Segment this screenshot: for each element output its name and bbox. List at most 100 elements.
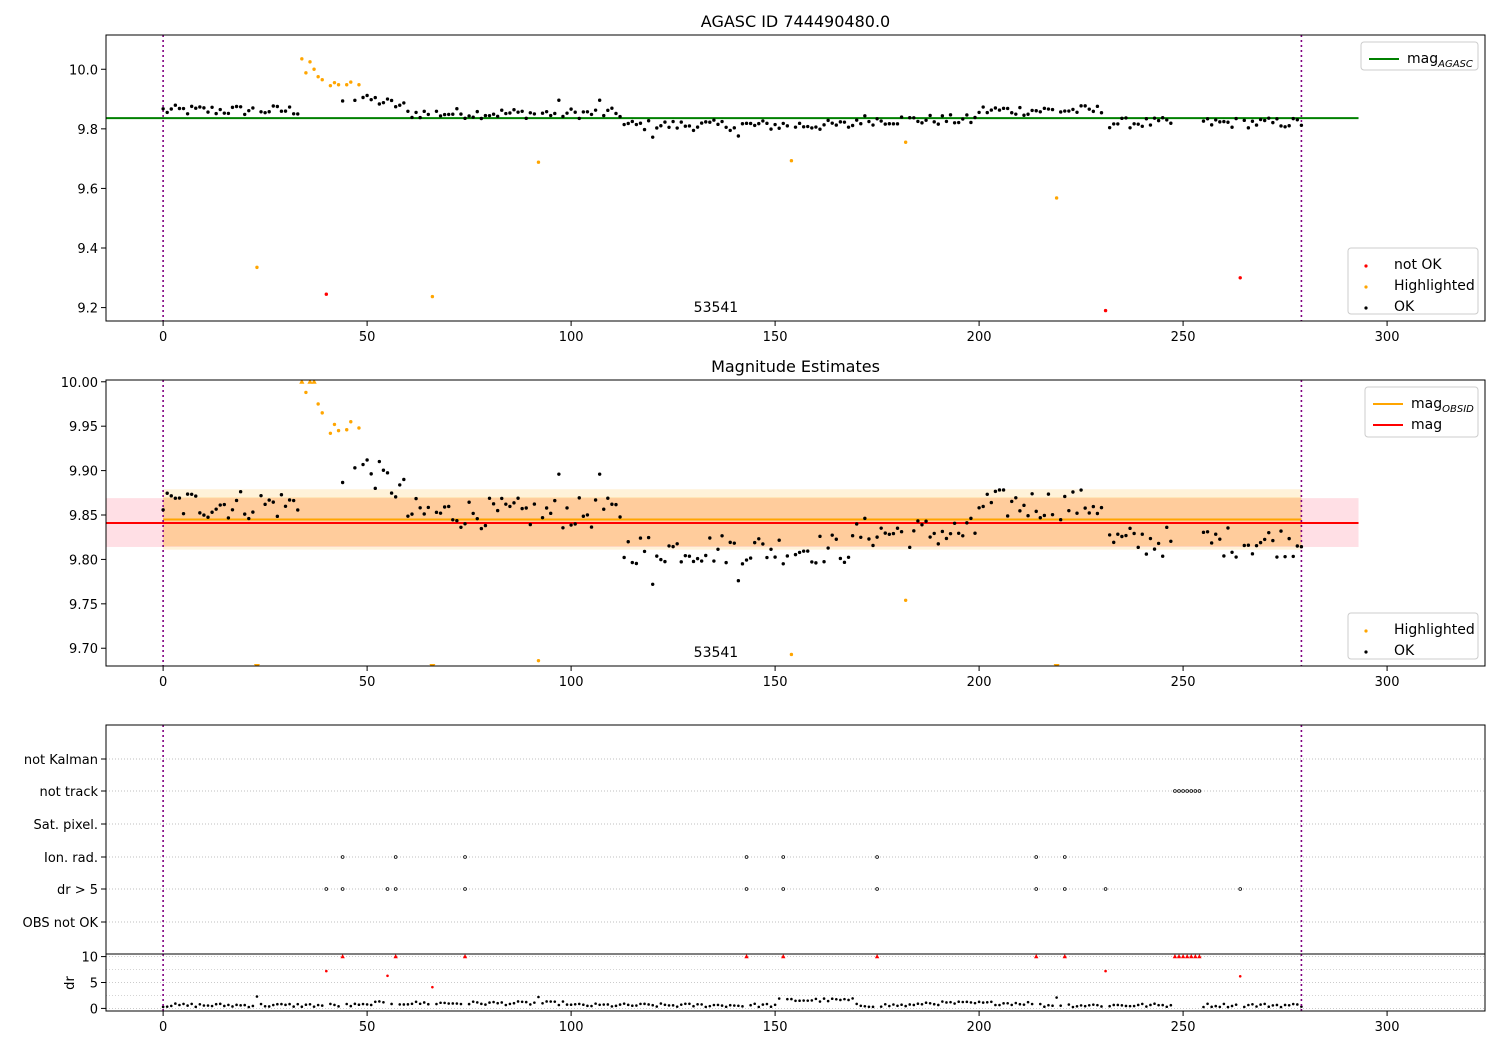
- dr-point: [1271, 1004, 1275, 1007]
- point-ok: [524, 116, 528, 121]
- point-ok: [512, 501, 516, 505]
- point-ok: [630, 119, 635, 124]
- dr-point-capped: [1193, 954, 1198, 959]
- point-ok: [793, 125, 798, 129]
- dr-point: [467, 1002, 471, 1006]
- point-ok: [671, 119, 675, 124]
- flag-row-label: not track: [39, 785, 98, 800]
- point-ok: [940, 114, 945, 118]
- point: [789, 159, 794, 163]
- dr-point: [871, 1005, 875, 1009]
- point-ok: [810, 126, 814, 130]
- dr-point: [847, 998, 850, 1002]
- point-ok: [744, 121, 749, 126]
- dr-point: [243, 1003, 247, 1007]
- flag-row-label: Ion. rad.: [44, 851, 98, 866]
- dr-point: [1275, 1003, 1279, 1007]
- point-ok: [161, 107, 165, 111]
- point-ok: [418, 115, 422, 120]
- point-ok: [1205, 530, 1210, 534]
- point-ok: [732, 126, 737, 130]
- point-ok: [606, 108, 610, 113]
- dr-point-capped: [1184, 954, 1190, 959]
- point-ok: [985, 492, 989, 497]
- dr-point: [349, 1004, 353, 1008]
- dr-point: [659, 1002, 663, 1005]
- dr-point: [337, 1005, 340, 1008]
- point-ok: [769, 547, 773, 551]
- point-ok: [993, 106, 998, 110]
- point: [316, 402, 320, 406]
- point-ok: [532, 502, 537, 506]
- point-ok: [1095, 511, 1100, 516]
- point-ok: [165, 110, 169, 115]
- point-ok: [761, 542, 765, 546]
- point-ok: [626, 540, 630, 544]
- point-ok: [361, 95, 365, 100]
- point-ok: [1038, 110, 1042, 114]
- y-tick-label: 10.0: [69, 63, 98, 78]
- point-ok: [393, 495, 398, 499]
- dr-point: [357, 1003, 361, 1007]
- legend-bottom-right: not OK Highlighted OK: [1347, 247, 1479, 315]
- dr-point: [859, 1004, 863, 1008]
- point-ok: [214, 507, 218, 511]
- point-ok: [781, 562, 785, 566]
- legend-marker: [1364, 285, 1368, 289]
- point-ok: [989, 108, 994, 112]
- point-ok: [724, 125, 728, 129]
- point-ok: [993, 489, 998, 494]
- point-ok: [410, 115, 414, 120]
- dr-point: [1255, 1005, 1258, 1008]
- point-ok: [1218, 120, 1222, 124]
- point-ok: [663, 559, 667, 564]
- point-ok: [969, 516, 973, 521]
- point-ok: [597, 98, 602, 102]
- dr-point: [586, 1004, 589, 1008]
- point-ok: [863, 114, 867, 118]
- dr-point: [606, 1003, 610, 1006]
- point-ok: [1209, 123, 1214, 127]
- dr-point: [1153, 1002, 1156, 1006]
- dr-point: [883, 1002, 887, 1006]
- point-ok: [1095, 104, 1100, 109]
- dr-point: [1234, 1003, 1238, 1006]
- point-ok: [410, 512, 414, 516]
- dr-point-capped: [1197, 954, 1202, 959]
- point-ok: [695, 556, 700, 561]
- dr-point: [247, 1005, 251, 1009]
- dr-point: [647, 1003, 650, 1006]
- point-ok: [1234, 555, 1238, 559]
- point-ok: [944, 119, 949, 124]
- point-ok: [1079, 104, 1083, 108]
- point-ok: [801, 549, 806, 553]
- dr-point: [480, 1002, 483, 1006]
- flag-row-label: Sat. pixel.: [34, 818, 98, 833]
- point-ok: [1152, 547, 1157, 551]
- point-ok: [222, 502, 227, 507]
- legend-label: OK: [1394, 299, 1415, 315]
- y-tick-label: 10: [81, 951, 98, 966]
- flag-marker: [393, 887, 398, 891]
- point: [336, 83, 341, 87]
- dr-point: [590, 1004, 593, 1008]
- point-ok: [826, 546, 830, 550]
- point-ok: [614, 111, 618, 116]
- x-tick-label: 100: [559, 330, 584, 345]
- dr-point: [402, 1003, 406, 1006]
- point-ok: [528, 522, 533, 527]
- dr-point: [1014, 1001, 1018, 1005]
- point-ok: [296, 508, 300, 512]
- dr-point: [1263, 1002, 1266, 1006]
- point-ok: [691, 128, 696, 133]
- point-ok: [895, 122, 900, 126]
- dr-point: [422, 1001, 426, 1004]
- point-ok: [1091, 504, 1096, 509]
- legend-marker: [1364, 264, 1368, 268]
- point-ok: [630, 560, 635, 565]
- dr-point: [998, 1003, 1001, 1007]
- point-ok: [1156, 541, 1161, 546]
- point-ok: [687, 124, 692, 128]
- point-ok: [438, 511, 443, 515]
- dr-point: [663, 1003, 667, 1007]
